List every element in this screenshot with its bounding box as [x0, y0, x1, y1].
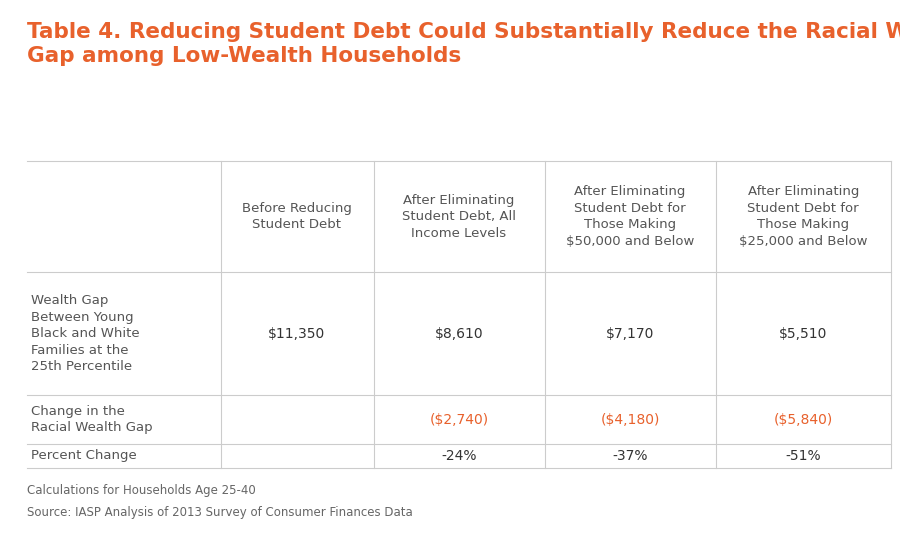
Text: $7,170: $7,170 [606, 327, 654, 341]
Text: Percent Change: Percent Change [32, 449, 137, 463]
Text: -24%: -24% [441, 449, 477, 463]
Text: Calculations for Households Age 25-40: Calculations for Households Age 25-40 [27, 484, 256, 497]
Text: $5,510: $5,510 [779, 327, 827, 341]
Text: After Eliminating
Student Debt for
Those Making
$25,000 and Below: After Eliminating Student Debt for Those… [739, 185, 868, 248]
Text: After Eliminating
Student Debt, All
Income Levels: After Eliminating Student Debt, All Inco… [402, 194, 516, 239]
Text: After Eliminating
Student Debt for
Those Making
$50,000 and Below: After Eliminating Student Debt for Those… [566, 185, 694, 248]
Text: Table 4. Reducing Student Debt Could Substantially Reduce the Racial Wealth
Gap : Table 4. Reducing Student Debt Could Sub… [27, 22, 900, 66]
Text: Before Reducing
Student Debt: Before Reducing Student Debt [242, 202, 352, 231]
Text: ($2,740): ($2,740) [429, 413, 489, 427]
Text: Change in the
Racial Wealth Gap: Change in the Racial Wealth Gap [32, 405, 153, 434]
Text: -37%: -37% [612, 449, 648, 463]
Text: $8,610: $8,610 [435, 327, 483, 341]
Text: Source: IASP Analysis of 2013 Survey of Consumer Finances Data: Source: IASP Analysis of 2013 Survey of … [27, 506, 413, 519]
Text: $11,350: $11,350 [268, 327, 326, 341]
Text: ($4,180): ($4,180) [600, 413, 660, 427]
Text: -51%: -51% [786, 449, 821, 463]
Text: Wealth Gap
Between Young
Black and White
Families at the
25th Percentile: Wealth Gap Between Young Black and White… [32, 294, 140, 373]
Text: ($5,840): ($5,840) [774, 413, 832, 427]
